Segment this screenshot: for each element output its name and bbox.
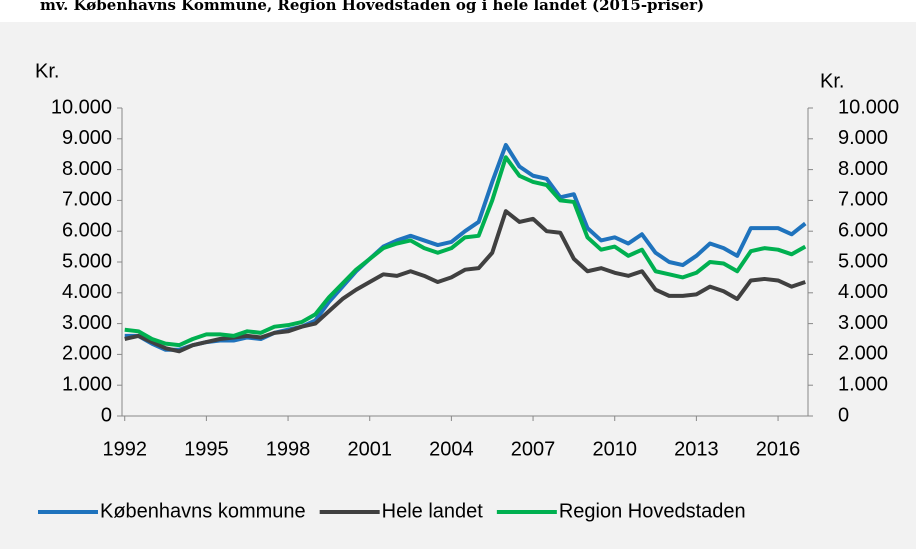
legend-label: Region Hovedstaden	[559, 500, 746, 522]
y2-tick-label: 0	[838, 404, 849, 426]
x-tick-label: 1995	[184, 438, 229, 460]
y2-axis-label: Kr.	[820, 70, 844, 92]
y2-tick-label: 10.000	[838, 96, 899, 118]
series-line	[124, 155, 807, 348]
y-tick-label: 7.000	[62, 189, 112, 211]
x-tick-label: 2010	[592, 438, 637, 460]
y-tick-label: 5.000	[62, 250, 112, 272]
x-tick-label: 1992	[102, 438, 147, 460]
y2-tick-label: 4.000	[838, 281, 888, 303]
y-tick-label: 8.000	[62, 158, 112, 180]
x-tick-label: 2004	[429, 438, 474, 460]
y-tick-label: 9.000	[62, 127, 112, 149]
y-tick-label: 0	[101, 404, 112, 426]
y-tick-label: 6.000	[62, 219, 112, 241]
legend-label: Hele landet	[382, 500, 484, 522]
x-tick-label: 2013	[674, 438, 719, 460]
legend-label: Københavns kommune	[100, 500, 306, 522]
y2-tick-label: 3.000	[838, 312, 888, 334]
y-tick-label: 10.000	[51, 96, 112, 118]
y-axis-label: Kr.	[35, 60, 59, 82]
chart-background	[0, 22, 916, 549]
x-tick-label: 2016	[756, 438, 801, 460]
y2-tick-label: 5.000	[838, 250, 888, 272]
y-tick-label: 4.000	[62, 281, 112, 303]
y-tick-label: 2.000	[62, 343, 112, 365]
series-line	[124, 142, 807, 352]
y-tick-label: 3.000	[62, 312, 112, 334]
series-line	[124, 209, 806, 354]
chart-title: mv. Københavns Kommune, Region Hovedstad…	[40, 0, 704, 14]
y2-tick-label: 8.000	[838, 158, 888, 180]
y2-tick-label: 7.000	[838, 189, 888, 211]
x-tick-label: 1998	[266, 438, 311, 460]
y2-tick-label: 6.000	[838, 219, 888, 241]
x-tick-label: 2007	[511, 438, 556, 460]
y2-tick-label: 1.000	[838, 373, 888, 395]
y2-tick-label: 2.000	[838, 343, 888, 365]
y2-tick-label: 9.000	[838, 127, 888, 149]
y-tick-label: 1.000	[62, 373, 112, 395]
x-tick-label: 2001	[347, 438, 392, 460]
